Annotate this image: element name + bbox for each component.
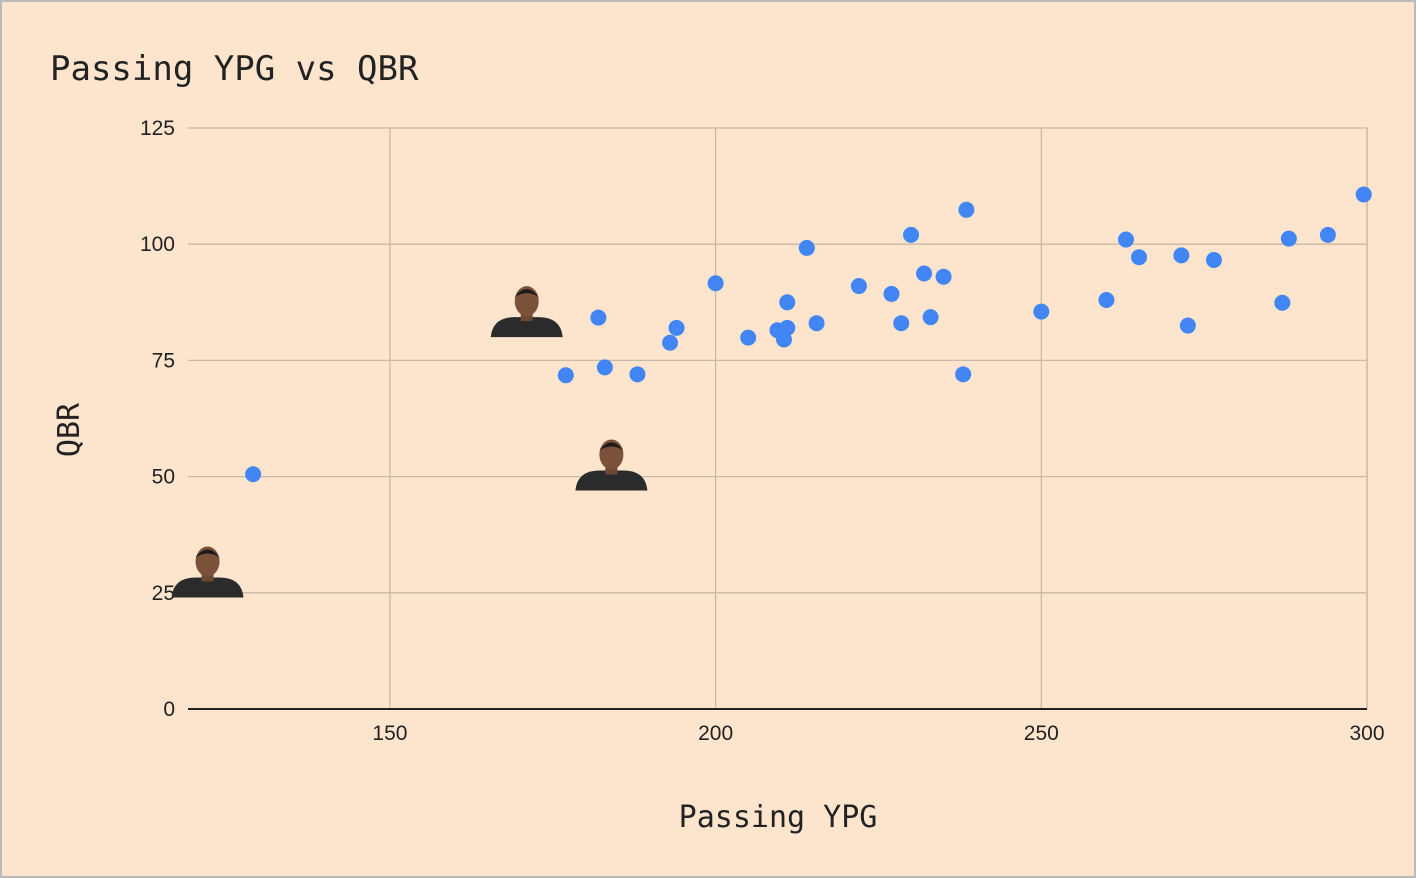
grid-layer — [188, 127, 1368, 709]
y-axis-title: QBR — [52, 402, 87, 457]
data-point — [1098, 291, 1115, 308]
hair-shape — [599, 442, 624, 451]
data-point — [916, 265, 933, 282]
y-tick-label: 125 — [140, 117, 175, 140]
data-point — [740, 329, 757, 346]
data-point — [893, 315, 910, 332]
data-point — [1274, 294, 1291, 311]
player-headshot-icon — [575, 439, 648, 491]
player-headshot-icon — [171, 546, 244, 598]
y-tick-label: 0 — [163, 698, 175, 721]
data-point — [596, 359, 613, 376]
jersey-shape — [171, 577, 244, 598]
data-point — [1179, 317, 1196, 334]
hair-shape — [514, 289, 539, 298]
y-tick-label: 100 — [140, 233, 175, 256]
data-point — [590, 309, 607, 326]
data-point — [1280, 230, 1297, 247]
chart-title: Passing YPG vs QBR — [50, 49, 419, 89]
data-point — [245, 466, 262, 483]
data-point — [958, 201, 975, 218]
data-point — [903, 226, 920, 243]
data-point — [883, 285, 900, 302]
data-point — [1033, 303, 1050, 320]
data-point — [557, 367, 574, 384]
y-tick-label: 75 — [152, 349, 175, 372]
data-point — [1355, 186, 1372, 203]
data-point — [935, 268, 952, 285]
data-point — [662, 334, 679, 351]
y-tick-label: 25 — [152, 582, 175, 605]
data-point — [808, 315, 825, 332]
data-points — [245, 186, 1372, 483]
data-point — [707, 275, 724, 292]
data-point — [668, 319, 685, 336]
data-point — [1205, 252, 1222, 269]
data-point — [798, 239, 815, 256]
data-point — [1117, 231, 1134, 248]
x-tick-label: 150 — [372, 722, 407, 745]
data-point — [1131, 249, 1148, 266]
player-headshot-icon — [490, 286, 563, 338]
data-point — [629, 366, 646, 383]
data-point — [850, 278, 867, 295]
data-point — [955, 366, 972, 383]
jersey-shape — [490, 317, 563, 338]
data-point — [779, 294, 796, 311]
player-annotations — [171, 286, 648, 598]
data-point — [779, 319, 796, 336]
y-tick-label: 50 — [152, 466, 175, 489]
x-tick-label: 250 — [1024, 722, 1059, 745]
jersey-shape — [575, 470, 648, 491]
tick-labels: 0 25 50 75 100 125 150 200 250 300 — [140, 117, 1385, 745]
data-point — [1319, 226, 1336, 243]
x-tick-label: 200 — [698, 722, 733, 745]
x-tick-label: 300 — [1349, 722, 1384, 745]
data-point — [1173, 247, 1190, 264]
x-axis-title: Passing YPG — [679, 800, 878, 835]
data-point — [922, 309, 939, 326]
hair-shape — [195, 549, 220, 558]
